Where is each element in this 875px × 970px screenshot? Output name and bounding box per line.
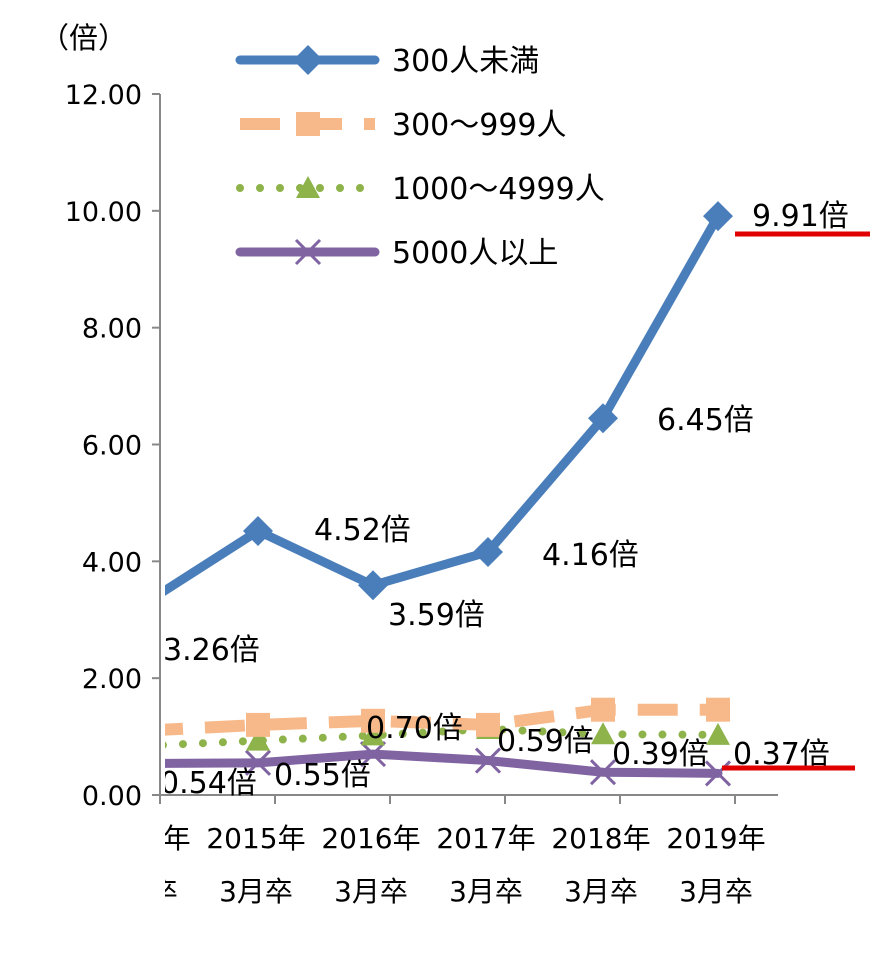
series-1-line [165, 211, 723, 596]
series-1-group [128, 201, 733, 620]
x-category-sublabel: 3月卒 [679, 875, 753, 908]
x-category-sublabel: 3月卒 [564, 875, 638, 908]
legend-swatch-marker [296, 112, 320, 136]
series-2-line [165, 703, 718, 736]
data-label: 9.91倍 [752, 199, 849, 234]
series-4-group [131, 741, 732, 787]
series-2-marker [706, 697, 730, 722]
y-tick-label: 6.00 [82, 431, 142, 462]
series-2-marker [591, 697, 615, 722]
series-4-line [165, 749, 723, 778]
series-1-marker [588, 403, 618, 434]
series-group [128, 201, 733, 787]
legend-label: 5000人以上 [392, 236, 558, 271]
x-category-label: 2019年 [666, 822, 765, 855]
data-label: 4.52倍 [314, 513, 411, 548]
y-tick-label: 12.00 [65, 80, 142, 111]
legend-item: 300〜999人 [240, 108, 567, 143]
legend-swatch-marker [296, 176, 320, 198]
data-label: 0.39倍 [612, 737, 709, 772]
data-label: 3.26倍 [163, 633, 260, 668]
x-category-label: 2014年 [91, 822, 190, 855]
y-tick-label: 2.00 [82, 664, 142, 695]
series-3-marker [361, 723, 385, 746]
series-1-marker [128, 590, 158, 620]
x-category-label: 2016年 [321, 822, 420, 855]
series-4-marker [589, 759, 617, 786]
y-unit-label: （倍） [40, 21, 127, 55]
x-category-sublabel: 3月卒 [449, 875, 523, 908]
series-4-marker [244, 749, 272, 776]
highlights [722, 231, 870, 771]
series-3-group [131, 716, 730, 756]
legend-item: 1000〜4999人 [236, 172, 605, 207]
data-label: 6.45倍 [657, 403, 754, 438]
category-labels: 2014年 3月卒 2015年 3月卒 2016年 3月卒 2017年 3月卒 2018年 3月卒… [91, 822, 766, 908]
x-category-sublabel: 3月卒 [219, 875, 293, 908]
data-label: 0.59倍 [497, 724, 594, 759]
y-tick-label: 10.00 [65, 197, 142, 228]
data-label: 0.54倍 [160, 766, 257, 801]
series-1-marker [473, 536, 503, 567]
legend-item: 300人未満 [235, 44, 539, 79]
legend-label: 300人未満 [392, 44, 539, 79]
legend-item: 5000人以上 [235, 236, 558, 271]
series-4-marker [474, 747, 502, 774]
x-category-label: 2018年 [551, 822, 650, 855]
series-4-marker [359, 741, 387, 768]
series-3-marker [706, 722, 730, 745]
series-3-line [165, 724, 722, 749]
legend-swatch-marker [294, 238, 322, 266]
series-1-marker [703, 201, 733, 232]
series-1-marker [358, 570, 388, 601]
series-3-marker [591, 722, 615, 745]
x-category-label: 2015年 [206, 822, 305, 855]
x-category-sublabel: 3月卒 [104, 875, 178, 908]
series-2-group [131, 697, 730, 743]
axes: （倍） 0.00 2.00 4.00 6.00 8.00 10.00 12.00 [40, 21, 778, 812]
x-category-label: 2017年 [436, 822, 535, 855]
y-tick-label: 0.00 [82, 781, 142, 812]
y-tick-label: 8.00 [82, 314, 142, 345]
series-3-marker [131, 734, 155, 756]
y-tick-label: 4.00 [82, 547, 142, 578]
data-labels: 3.26倍 4.52倍 3.59倍 4.16倍 6.45倍 9.91倍 0.54倍 0.55倍… [160, 199, 849, 801]
data-label: 4.16倍 [542, 538, 639, 573]
series-2-marker [131, 719, 155, 743]
series-2-marker [246, 712, 270, 737]
series-2-marker [361, 708, 385, 733]
x-category-sublabel: 3月卒 [334, 875, 408, 908]
legend-label: 1000〜4999人 [392, 172, 605, 207]
series-4-marker [131, 751, 155, 775]
series-3-marker [246, 728, 270, 751]
series-2-marker [476, 712, 500, 737]
series-1-marker [243, 515, 273, 546]
data-label: 0.70倍 [366, 711, 463, 746]
series-4-marker [704, 760, 732, 787]
legend: 300人未満 300〜999人 1000〜4999人 5000人以上 [235, 44, 605, 271]
data-label: 0.55倍 [274, 758, 371, 793]
legend-label: 300〜999人 [392, 108, 567, 143]
data-label: 3.59倍 [388, 598, 485, 633]
legend-swatch-marker [293, 45, 323, 75]
